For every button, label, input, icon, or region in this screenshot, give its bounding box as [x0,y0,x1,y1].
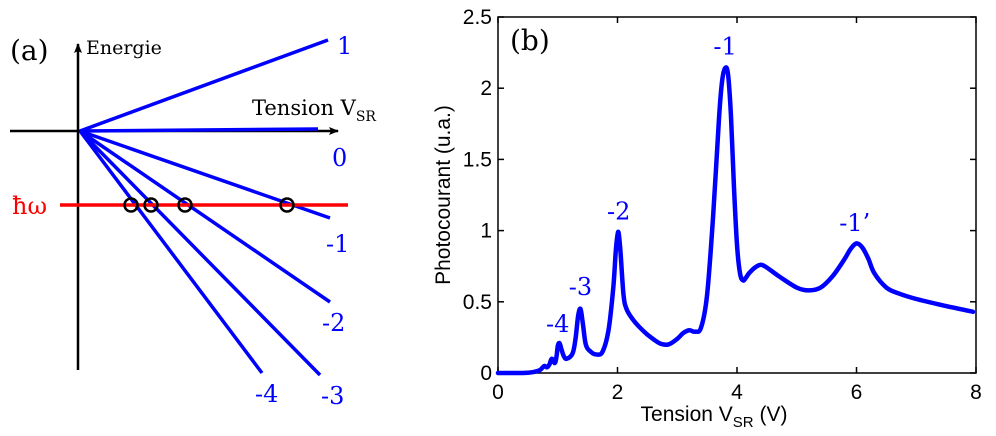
ladder-line-minus-3 [78,129,322,377]
panel-b-label: (b) [510,24,550,57]
crossing-circle [279,197,295,213]
photocurrent-curve [495,65,976,376]
ladder-label-minus-4: -4 [255,380,278,408]
peak-labels: -4-3 -2 -1 -1’ [546,32,870,338]
ladder-line-0 [79,127,319,133]
peak-label: -3 [569,273,592,301]
ladder-label-1: 1 [337,32,352,60]
peak-label: -1’ [839,209,870,237]
panel-a: (a) Energie Tension VSR ħω 1 0 [10,32,376,410]
x-tick-label: 8 [970,381,982,404]
ladder-line-1 [79,38,329,133]
y-axis-label: Photocourant (u.a.) [432,105,455,285]
peak-label: -1 [713,32,736,60]
crossing-circle [177,197,193,213]
ladder-label-minus-3: -3 [321,382,344,410]
voltage-axis-label: Tension VSR [252,96,376,125]
crossing-circle [123,197,139,213]
y-tick-label: 0.5 [463,291,492,314]
x-tick-label: 0 [492,381,504,404]
y-ticks: 0 0.5 1 1.5 2 2.5 [463,6,976,385]
y-tick-label: 2.5 [463,6,492,29]
ladder-label-minus-1: -1 [326,230,349,258]
crossing-markers [123,197,295,213]
x-ticks: 0 2 4 6 8 [492,17,982,404]
peak-label: -2 [607,197,630,225]
x-axis-label: Tension VSR (V) [641,403,788,431]
hbar-omega-label: ħω [12,192,47,220]
panel-a-label: (a) [10,34,49,67]
ladder-label-minus-2: -2 [322,309,345,337]
panel-b: (b) 0 2 4 6 8 0 0.5 1 1.5 2 2.5 Photocourant (u.a… [432,6,982,431]
x-tick-label: 2 [612,381,624,404]
ladder-lines [78,38,331,377]
ladder-line-minus-4 [78,129,264,375]
ladder-labels: 1 0 -1 -2 -3 -4 [255,32,352,410]
crossing-circle [143,197,159,213]
y-tick-label: 0 [480,362,492,385]
peak-label: -4 [546,310,569,338]
y-tick-label: 1 [480,220,492,243]
plot-frame [497,16,977,374]
x-tick-label: 4 [731,381,743,404]
x-tick-label: 6 [851,381,863,404]
ladder-line-minus-2 [79,129,331,304]
ladder-label-0: 0 [332,144,347,172]
y-tick-label: 2 [480,77,492,100]
energy-axis-label: Energie [86,37,162,59]
y-tick-label: 1.5 [463,148,492,171]
